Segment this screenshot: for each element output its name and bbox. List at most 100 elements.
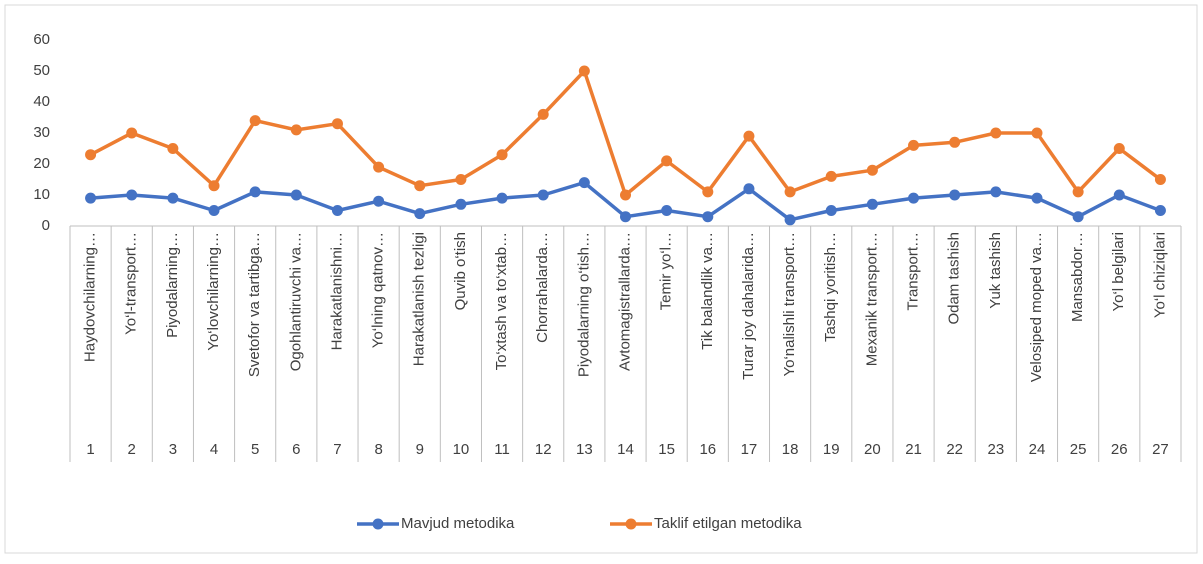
data-point xyxy=(126,189,138,201)
data-point xyxy=(249,115,261,127)
legend-marker xyxy=(372,518,384,530)
x-category-name: Yo‘l chiziqlari xyxy=(1151,232,1168,318)
legend-label: Taklif etilgan metodika xyxy=(654,515,802,532)
data-point xyxy=(414,180,426,192)
x-category-name: Tik balandlik va… xyxy=(699,232,716,350)
x-tick-label: 13 xyxy=(576,441,593,458)
y-tick-label: 60 xyxy=(33,31,50,48)
x-category-name: To‘xtash va to‘xtab… xyxy=(493,232,510,370)
data-point xyxy=(784,186,796,198)
data-point xyxy=(990,186,1002,198)
x-category-name: Odam tashish xyxy=(946,232,963,325)
y-tick-label: 50 xyxy=(33,62,50,79)
x-tick-label: 6 xyxy=(292,441,300,458)
x-tick-label: 5 xyxy=(251,441,259,458)
data-point xyxy=(1113,189,1125,201)
x-tick-label: 7 xyxy=(333,441,341,458)
x-category-name: Quvib o‘tish xyxy=(452,232,469,310)
data-point xyxy=(866,164,878,176)
x-category-name: Mansabdor… xyxy=(1069,232,1086,322)
data-point xyxy=(126,127,138,139)
data-point xyxy=(290,189,302,201)
x-tick-label: 12 xyxy=(535,441,552,458)
data-point xyxy=(331,118,343,130)
x-category-name: Harakatlanish tezligi xyxy=(411,232,428,366)
data-point xyxy=(496,149,508,161)
data-point xyxy=(1072,186,1084,198)
data-point xyxy=(743,130,755,142)
data-point xyxy=(866,198,878,210)
data-point xyxy=(949,189,961,201)
x-category-name: Haydovchilarning… xyxy=(82,232,99,362)
x-category-name: Yo‘lning qatnov… xyxy=(370,232,387,348)
x-tick-label: 22 xyxy=(946,441,963,458)
x-tick-label: 10 xyxy=(453,441,470,458)
x-category-name: Yo‘nalishli transport… xyxy=(781,232,798,377)
data-point xyxy=(1154,174,1166,185)
legend-label: Mavjud metodika xyxy=(401,515,515,532)
y-tick-label: 30 xyxy=(33,124,50,141)
data-point xyxy=(908,192,920,204)
data-point xyxy=(537,189,549,201)
x-tick-label: 27 xyxy=(1152,441,1169,458)
y-tick-label: 0 xyxy=(42,217,50,234)
y-tick-label: 40 xyxy=(33,93,50,110)
data-point xyxy=(455,174,467,185)
data-point xyxy=(414,208,426,220)
data-point xyxy=(455,198,467,210)
x-tick-label: 19 xyxy=(823,441,840,458)
data-point xyxy=(1031,192,1043,204)
x-category-name: Ogohlantiruvchi va… xyxy=(287,232,304,371)
data-point xyxy=(537,108,549,120)
data-point xyxy=(908,139,920,151)
data-point xyxy=(167,192,179,204)
x-tick-label: 15 xyxy=(658,441,675,458)
data-point xyxy=(496,192,508,204)
data-point xyxy=(167,143,179,154)
x-category-name: Turar joy dahalarida… xyxy=(740,232,757,380)
data-point xyxy=(373,161,385,173)
x-category-name: Chorrahalarda… xyxy=(534,232,551,343)
data-point xyxy=(208,205,220,216)
x-tick-label: 2 xyxy=(128,441,136,458)
data-point xyxy=(1072,211,1084,223)
x-category-name: Piyodalarning… xyxy=(164,232,181,338)
x-category-name: Yo‘l-transport… xyxy=(123,232,140,335)
data-point xyxy=(290,124,302,136)
data-point xyxy=(784,214,796,226)
x-tick-label: 26 xyxy=(1111,441,1128,458)
x-tick-label: 8 xyxy=(374,441,382,458)
data-point xyxy=(702,186,714,198)
y-tick-label: 20 xyxy=(33,155,50,172)
data-point xyxy=(578,65,590,77)
x-tick-label: 17 xyxy=(741,441,758,458)
data-point xyxy=(990,127,1002,139)
x-category-name: Avtomagistrallarda… xyxy=(616,232,633,371)
x-tick-label: 1 xyxy=(86,441,94,458)
chart-border xyxy=(4,4,1198,554)
x-category-name: Harakatlanishni… xyxy=(328,232,345,350)
y-tick-label: 10 xyxy=(33,186,50,203)
x-tick-label: 11 xyxy=(494,441,510,458)
x-tick-label: 25 xyxy=(1070,441,1087,458)
data-point xyxy=(620,211,631,223)
x-category-name: Temir yo‘l… xyxy=(658,232,675,310)
data-point xyxy=(661,155,673,167)
data-point xyxy=(702,211,714,223)
x-tick-label: 20 xyxy=(864,441,881,458)
data-point xyxy=(661,205,673,216)
x-tick-label: 9 xyxy=(416,441,424,458)
x-category-name: Mexanik transport… xyxy=(863,232,880,366)
x-category-name: Yo‘lovchilarning… xyxy=(205,232,222,351)
data-point xyxy=(331,205,343,216)
x-category-name: Yo‘l belgilari xyxy=(1110,232,1127,312)
data-point xyxy=(85,192,97,204)
x-tick-label: 23 xyxy=(987,441,1004,458)
x-category-name: Yuk tashish xyxy=(987,232,1004,309)
x-tick-label: 16 xyxy=(699,441,716,458)
x-category-name: Transport… xyxy=(905,232,922,311)
data-point xyxy=(85,149,97,161)
data-point xyxy=(373,195,385,207)
data-point xyxy=(208,180,220,192)
